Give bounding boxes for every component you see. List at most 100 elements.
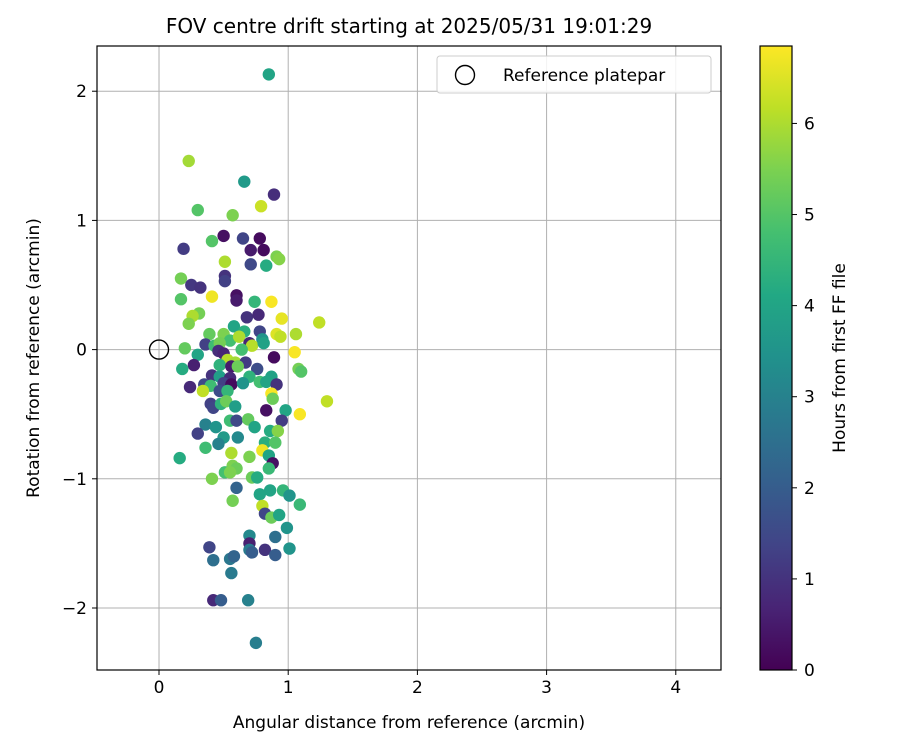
data-point [274,330,287,343]
data-point [174,293,188,306]
data-point [236,232,250,245]
data-point [240,311,254,324]
data-point [252,308,265,321]
data-point [230,481,243,495]
data-point [221,384,234,398]
data-point [223,466,237,479]
data-point [236,376,250,390]
data-point [229,400,242,413]
data-point [249,636,263,650]
data-point [231,360,245,373]
data-point [212,437,225,451]
data-point [178,342,192,355]
data-point [230,414,243,427]
x-tick-label: 3 [541,678,552,698]
colorbar-ticks: 0 1 2 3 4 5 6 [792,114,815,681]
data-point [279,404,292,417]
data-point [271,424,285,438]
data-point [244,258,257,271]
data-point [196,384,210,398]
data-point [205,290,219,303]
data-point [227,320,241,333]
data-point [231,431,245,444]
data-point [230,294,243,307]
data-point [219,395,233,408]
y-tick-label: 2 [76,82,87,102]
data-point [191,427,204,440]
x-axis-ticks: 0 1 2 3 4 [154,670,681,698]
data-point [269,548,282,562]
data-point [289,327,303,341]
colorbar-tick-label: 5 [804,206,815,226]
data-point [253,488,266,501]
data-point [248,420,261,434]
data-point [260,375,273,389]
colorbar-tick-label: 0 [804,661,815,681]
y-axis-ticks: −2 −1 0 1 2 [62,82,97,619]
data-point [260,259,273,272]
data-point [238,175,251,188]
data-point [191,348,204,361]
colorbar-tick-label: 1 [804,570,815,590]
data-point [199,338,212,351]
colorbar-label: Hours from first FF file [830,263,850,453]
data-point [174,272,188,285]
data-point [283,542,296,555]
data-point [214,594,228,607]
data-point [272,508,286,522]
data-point [203,327,216,341]
data-point [272,252,286,266]
data-point [217,229,230,243]
data-point [288,345,301,359]
reference-point [148,339,170,360]
data-point [218,274,232,288]
y-tick-label: −1 [62,470,87,490]
data-point [203,541,216,554]
data-point [267,351,281,364]
data-point [266,392,279,405]
data-point [257,243,270,257]
x-tick-label: 4 [670,678,681,698]
data-point [275,414,288,427]
y-axis-label: Rotation from reference (arcmin) [24,218,44,498]
data-point [270,378,283,391]
data-point [293,498,307,511]
data-point [177,242,190,256]
x-tick-label: 1 [283,678,294,698]
legend-box [436,55,712,94]
data-point [244,243,257,257]
data-point [257,336,270,350]
data-point [293,407,307,421]
data-point [213,358,226,372]
data-point [194,281,207,294]
data-point [248,295,261,309]
data-point [183,380,197,394]
data-point [225,566,238,580]
data-point [250,362,264,376]
data-point [232,330,246,343]
data-points [173,68,334,650]
data-point [205,472,219,485]
colorbar-tick-label: 3 [804,388,815,408]
data-point [226,209,239,222]
y-tick-label: 0 [76,341,87,361]
x-tick-label: 0 [154,678,165,698]
data-point [313,316,326,329]
data-point [199,418,212,431]
data-point [263,484,277,497]
colorbar-tick-label: 4 [804,297,815,317]
data-point [173,451,186,465]
data-point [207,553,220,567]
data-point [283,489,296,502]
data-point [209,420,223,434]
data-point [320,395,334,408]
data-point [199,441,212,454]
data-point [269,436,282,449]
data-point [205,234,219,248]
data-point [226,494,239,507]
colorbar-tick-label: 6 [804,114,815,134]
y-tick-label: 1 [76,211,87,231]
data-point [262,462,276,475]
